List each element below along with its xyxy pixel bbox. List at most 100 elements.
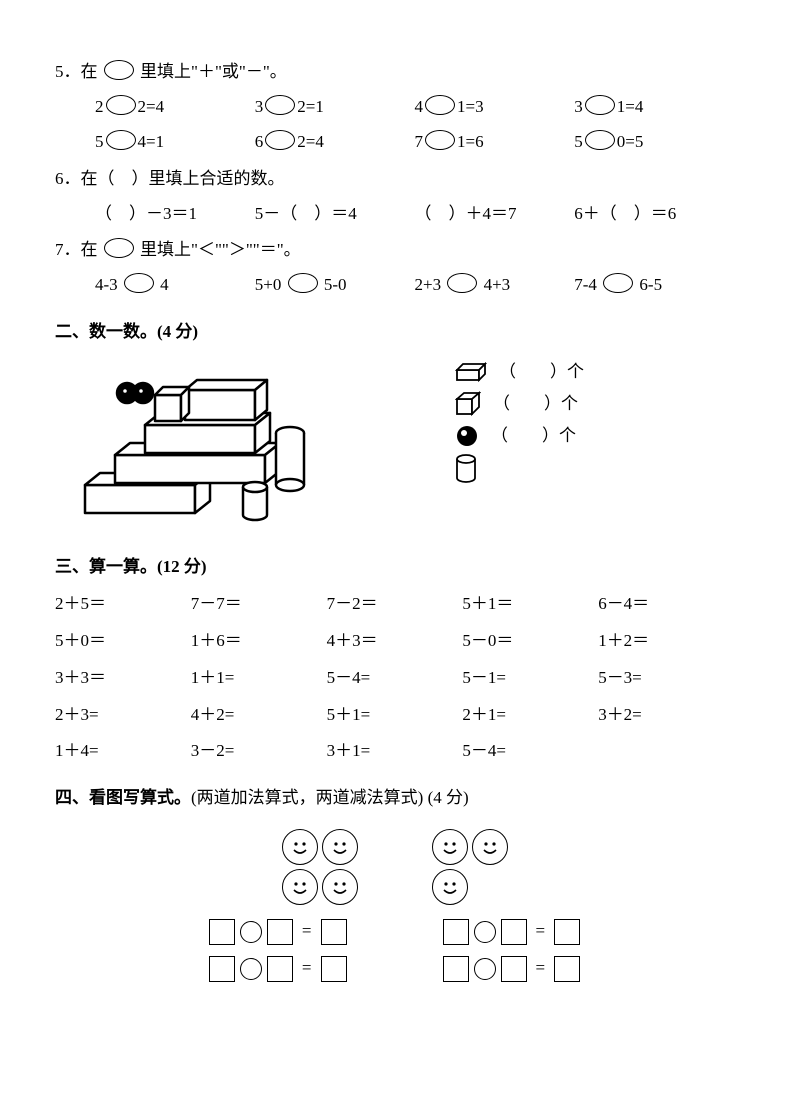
box-icon[interactable] (554, 956, 580, 982)
q7-title-a: 7．在 (55, 240, 98, 259)
calc-cell: 4＋2= (191, 701, 327, 730)
q5-r1-4b: 1=4 (617, 97, 644, 116)
calc-row: 2＋3=4＋2=5＋1=2＋1=3＋2= (55, 701, 734, 730)
cuboid-icon (455, 362, 487, 384)
q5-r1-2a: 3 (255, 97, 264, 116)
smiley-icon (282, 829, 318, 865)
circle-icon[interactable] (474, 958, 496, 980)
q7-title-b: 里填上"＜""＞""＝"。 (140, 240, 301, 259)
q5-r2-4b: 0=5 (617, 132, 644, 151)
calc-row: 5＋0＝1＋6＝4＋3＝5－0＝1＋2＝ (55, 627, 734, 656)
q5-r2-4a: 5 (574, 132, 583, 151)
oval-icon[interactable] (124, 273, 154, 293)
q5-title-b: 里填上"＋"或"－"。 (140, 62, 287, 81)
smiley-groups (55, 827, 734, 907)
q5-r2-2b: 2=4 (297, 132, 324, 151)
calc-cell: 1＋6＝ (191, 627, 327, 656)
box-icon[interactable] (443, 956, 469, 982)
sec4-title: 四、看图写算式。(两道加法算式，两道减法算式) (4 分) (55, 784, 734, 813)
calc-row: 3＋3＝1＋1=5－4=5－1=5－3= (55, 664, 734, 693)
box-icon[interactable] (321, 919, 347, 945)
eq-sign: = (536, 917, 546, 946)
oval-icon[interactable] (265, 95, 295, 115)
box-icon[interactable] (267, 919, 293, 945)
smiley-icon (432, 829, 468, 865)
oval-icon[interactable] (447, 273, 477, 293)
eq-sign: = (302, 954, 312, 983)
smiley-group-2 (430, 827, 510, 907)
oval-icon[interactable] (425, 95, 455, 115)
q5-r1-3a: 4 (415, 97, 424, 116)
q7-1r: 4 (160, 275, 169, 294)
calc-cell: 5－1= (462, 664, 598, 693)
q5-title: 5．在 里填上"＋"或"－"。 (55, 58, 734, 87)
circle-icon[interactable] (474, 921, 496, 943)
equation-blank: = (440, 917, 584, 946)
calc-cell (598, 737, 734, 766)
q5-r1-3b: 1=3 (457, 97, 484, 116)
q7-title: 7．在 里填上"＜""＞""＝"。 (55, 236, 734, 265)
blocks-figure (55, 355, 355, 535)
box-icon[interactable] (554, 919, 580, 945)
q5-body: 22=4 32=1 41=3 31=4 54=1 62=4 71=6 50=5 (55, 93, 734, 157)
sec2-title: 二、数一数。(4 分) (55, 318, 734, 347)
calc-cell: 5＋1＝ (462, 590, 598, 619)
oval-icon[interactable] (288, 273, 318, 293)
q5-row-1: 22=4 32=1 41=3 31=4 (95, 93, 734, 122)
box-icon[interactable] (501, 919, 527, 945)
calc-cell: 2＋3= (55, 701, 191, 730)
box-icon[interactable] (209, 956, 235, 982)
smiley-icon (282, 869, 318, 905)
oval-icon[interactable] (585, 130, 615, 150)
calc-cell: 3＋2= (598, 701, 734, 730)
calc-cell: 5－3= (598, 664, 734, 693)
count-2: （ ）个 (493, 390, 578, 419)
cube-icon (455, 391, 481, 417)
calc-row: 2＋5＝7－7＝7－2＝5＋1＝6－4＝ (55, 590, 734, 619)
sec4-title-b: (两道加法算式，两道减法算式) (4 分) (191, 788, 469, 807)
oval-icon (104, 238, 134, 258)
q5-r1-1a: 2 (95, 97, 104, 116)
circle-icon[interactable] (240, 958, 262, 980)
oval-icon[interactable] (106, 130, 136, 150)
q5-r2-1b: 4=1 (138, 132, 165, 151)
q6-i2: 5－（ ）＝4 (255, 200, 415, 229)
q6-title: 6．在（ ）里填上合适的数。 (55, 165, 734, 194)
q6-body: （ ）－3＝1 5－（ ）＝4 （ ）＋4＝7 6＋（ ）＝6 (55, 200, 734, 229)
eq-row-2: = = (55, 954, 734, 983)
oval-icon[interactable] (603, 273, 633, 293)
q6-i1: （ ）－3＝1 (95, 200, 255, 229)
box-icon[interactable] (267, 956, 293, 982)
oval-icon[interactable] (265, 130, 295, 150)
q7-4r: 6-5 (639, 275, 662, 294)
box-icon[interactable] (443, 919, 469, 945)
sec3-grid: 2＋5＝7－7＝7－2＝5＋1＝6－4＝ 5＋0＝1＋6＝4＋3＝5－0＝1＋2＝… (55, 590, 734, 766)
oval-icon[interactable] (585, 95, 615, 115)
box-icon[interactable] (209, 919, 235, 945)
q7-3l: 2+3 (415, 275, 442, 294)
smiley-icon (432, 869, 468, 905)
calc-cell: 1＋1= (191, 664, 327, 693)
smiley-group-1 (280, 827, 360, 907)
calc-cell: 5－0＝ (462, 627, 598, 656)
oval-icon[interactable] (106, 95, 136, 115)
smiley-icon (322, 869, 358, 905)
box-icon[interactable] (501, 956, 527, 982)
calc-cell: 3－2= (191, 737, 327, 766)
q7-1l: 4-3 (95, 275, 118, 294)
circle-icon[interactable] (240, 921, 262, 943)
oval-icon (104, 60, 134, 80)
q7-2l: 5+0 (255, 275, 282, 294)
calc-cell: 3＋1= (327, 737, 463, 766)
q6-i4: 6＋（ ）＝6 (574, 200, 734, 229)
calc-cell: 6－4＝ (598, 590, 734, 619)
calc-cell: 3＋3＝ (55, 664, 191, 693)
count-list: （ ）个 （ ）个 （ ）个 (355, 355, 734, 487)
eq-row-1: = = (55, 917, 734, 946)
count-3: （ ）个 (491, 422, 576, 451)
calc-cell: 2＋5＝ (55, 590, 191, 619)
box-icon[interactable] (321, 956, 347, 982)
cylinder-icon (455, 454, 477, 484)
oval-icon[interactable] (425, 130, 455, 150)
q7-2r: 5-0 (324, 275, 347, 294)
